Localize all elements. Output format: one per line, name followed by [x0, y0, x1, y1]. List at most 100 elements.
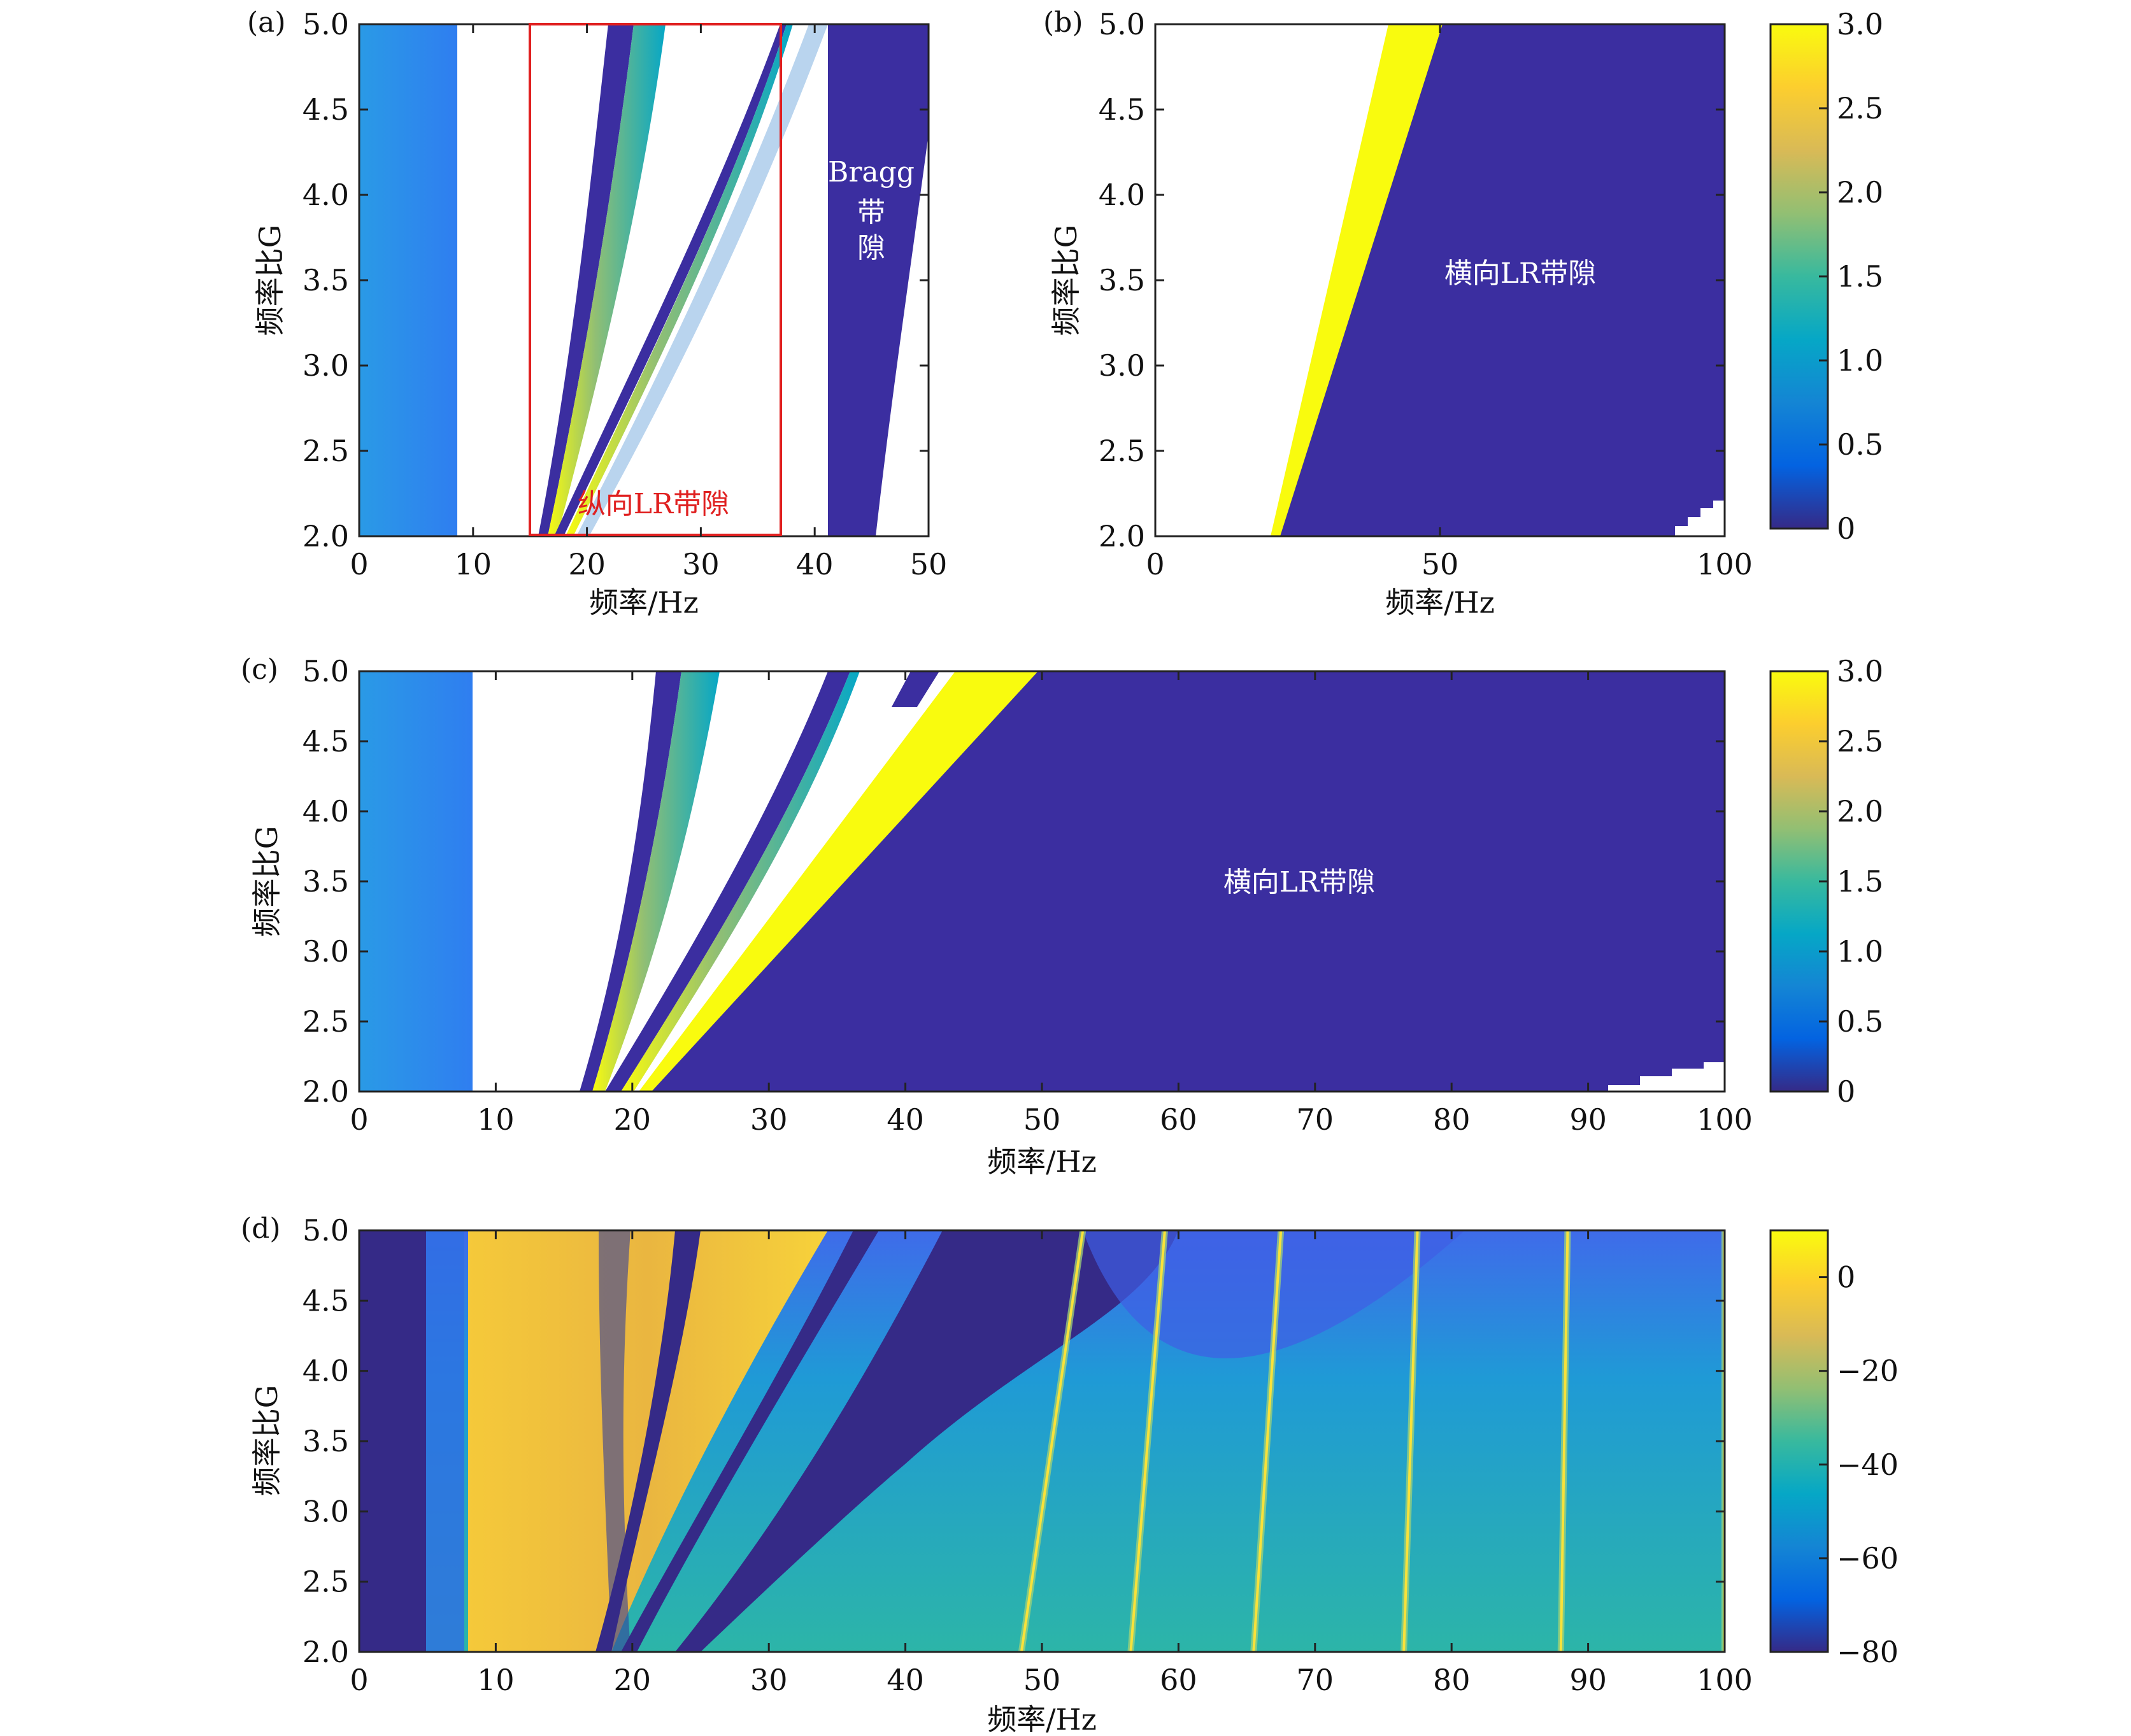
staircase-white [1675, 501, 1725, 536]
x-tick-label: 0 [350, 547, 368, 581]
colorbar-tick-label: −40 [1837, 1448, 1899, 1482]
y-tick-label: 4.5 [303, 724, 349, 758]
annotation-longitudinal-lr-gap: 纵向LR带隙 [578, 488, 729, 520]
annotation-transverse-lr-gap: 横向LR带隙 [1444, 257, 1596, 290]
y-axis-label: 频率比G [250, 1385, 284, 1497]
y-tick-label: 4.0 [303, 1354, 349, 1388]
y-tick-label: 3.5 [303, 1424, 349, 1458]
colorbar-tick-label: −80 [1837, 1635, 1899, 1669]
y-tick-label: 2.0 [303, 1074, 349, 1109]
y-tick-label: 3.0 [303, 934, 349, 969]
panel-c: 横向LR带隙 (c) 0 10 20 30 40 50 60 70 80 90 100 2.0 2.5 3… [241, 653, 1883, 1179]
panel-b: 横向LR带隙 (b) 0 50 100 2.0 2.5 3.0 3.5 4.0 4.5 5.0 频… [1043, 6, 1883, 620]
dark-band-3 [621, 1230, 879, 1652]
y-tick-label: 4.5 [303, 92, 349, 127]
colorbar-tick-label: −60 [1837, 1541, 1899, 1576]
x-axis-label: 频率/Hz [1385, 585, 1495, 620]
y-tick-label: 5.0 [303, 7, 349, 41]
colorbar-c [1769, 670, 1829, 1093]
y-tick-label: 4.0 [1099, 178, 1145, 212]
longitudinal-band-yellow [548, 24, 666, 536]
y-tick-label: 4.5 [1099, 92, 1145, 127]
ticks-b: 0 50 100 2.0 2.5 3.0 3.5 4.0 4.5 5.0 [1099, 7, 1753, 581]
y-tick-label: 3.5 [1099, 263, 1145, 297]
colorbar-ticks-c: 0 0.5 1.0 1.5 2.0 2.5 3.0 [1819, 654, 1883, 1109]
x-tick-label: 80 [1433, 1102, 1471, 1137]
y-tick-label: 3.0 [303, 348, 349, 383]
panel-label: (d) [241, 1213, 281, 1245]
resonance-line [1129, 1230, 1166, 1652]
longitudinal-band-upper [554, 24, 787, 536]
y-tick-label: 2.0 [303, 1635, 349, 1669]
colorbar-tick-label: 1.0 [1837, 934, 1883, 969]
low-frequency-edge [426, 1230, 464, 1652]
x-tick-label: 20 [614, 1663, 652, 1697]
colorbar-tick-label: 1.0 [1837, 343, 1883, 378]
ticks-d: 0 10 20 30 40 50 60 70 80 90 100 2.0 2.5 3.0 3.5 4.0 4.5… [303, 1213, 1753, 1697]
y-axis-label: 频率比G [1049, 225, 1083, 336]
y-tick-label: 5.0 [1099, 7, 1145, 41]
longitudinal-band-dark [538, 24, 634, 536]
y-tick-label: 2.5 [303, 1004, 349, 1039]
transverse-lr-gap-region [639, 671, 1725, 1092]
colorbar-tick-label: 0 [1837, 1260, 1855, 1295]
y-tick-label: 5.0 [303, 1213, 349, 1248]
y-tick-label: 2.5 [303, 1565, 349, 1599]
colorbar-tick-label: 2.0 [1837, 175, 1883, 210]
longitudinal-band-yellow [592, 671, 720, 1092]
y-tick-label: 3.5 [303, 864, 349, 899]
colorbar-tick-label: 3.0 [1837, 654, 1883, 688]
x-tick-label: 50 [1023, 1663, 1061, 1697]
transverse-band-yellow [639, 671, 1038, 1092]
low-frequency-gap-region [359, 24, 457, 536]
resonance-line [1020, 1230, 1085, 1652]
panel-label: (b) [1043, 6, 1083, 39]
y-tick-label: 3.0 [303, 1494, 349, 1528]
x-tick-label: 100 [1697, 1663, 1753, 1697]
y-tick-label: 3.5 [303, 263, 349, 297]
y-tick-label: 4.5 [303, 1283, 349, 1318]
x-tick-label: 100 [1697, 1102, 1753, 1137]
x-tick-label: 100 [1697, 547, 1753, 581]
colorbar-ticks-b: 0 0.5 1.0 1.5 2.0 2.5 3.0 [1819, 7, 1883, 546]
y-tick-label: 5.0 [303, 654, 349, 688]
x-tick-label: 20 [568, 547, 606, 581]
x-tick-label: 90 [1569, 1102, 1607, 1137]
colorbar-tick-label: 2.5 [1837, 724, 1883, 758]
panel-label: (a) [247, 6, 286, 39]
y-tick-label: 4.0 [303, 178, 349, 212]
x-tick-label: 30 [682, 547, 720, 581]
x-tick-label: 30 [750, 1663, 788, 1697]
bragg-gap-region [828, 24, 929, 536]
x-tick-label: 50 [1023, 1102, 1061, 1137]
x-axis-label: 频率/Hz [589, 585, 699, 620]
x-tick-label: 90 [1569, 1663, 1607, 1697]
colorbar-tick-label: 2.5 [1837, 91, 1883, 125]
panel-label: (c) [241, 653, 278, 686]
low-frequency-gap-region [359, 671, 473, 1092]
x-tick-label: 10 [455, 547, 492, 581]
x-tick-label: 30 [750, 1102, 788, 1137]
highlight-box [529, 23, 782, 536]
y-axis-label: 频率比G [250, 826, 284, 937]
x-tick-label: 60 [1160, 1102, 1197, 1137]
colorbar-tick-label: 0 [1837, 511, 1855, 546]
x-tick-label: 40 [887, 1102, 924, 1137]
longitudinal-band-faint [576, 24, 828, 536]
colorbar-tick-label: 0.5 [1837, 1004, 1883, 1039]
x-tick-label: 80 [1433, 1663, 1471, 1697]
x-tick-label: 70 [1297, 1102, 1334, 1137]
dark-gap-region [675, 1230, 1178, 1652]
x-axis-label: 频率/Hz [987, 1702, 1097, 1736]
colorbar-tick-label: 1.5 [1837, 864, 1883, 899]
dark-band-2 [595, 1230, 701, 1652]
low-frequency-gap-region [359, 1230, 426, 1652]
x-tick-label: 0 [350, 1102, 368, 1137]
upper-band-blue [892, 671, 939, 707]
resonance-line [1559, 1230, 1569, 1652]
longitudinal-band-upper [605, 671, 850, 1092]
colorbar-tick-label: 0 [1837, 1074, 1855, 1109]
colorbar-tick-label: 3.0 [1837, 7, 1883, 41]
resonance-lines [1018, 1230, 1725, 1652]
